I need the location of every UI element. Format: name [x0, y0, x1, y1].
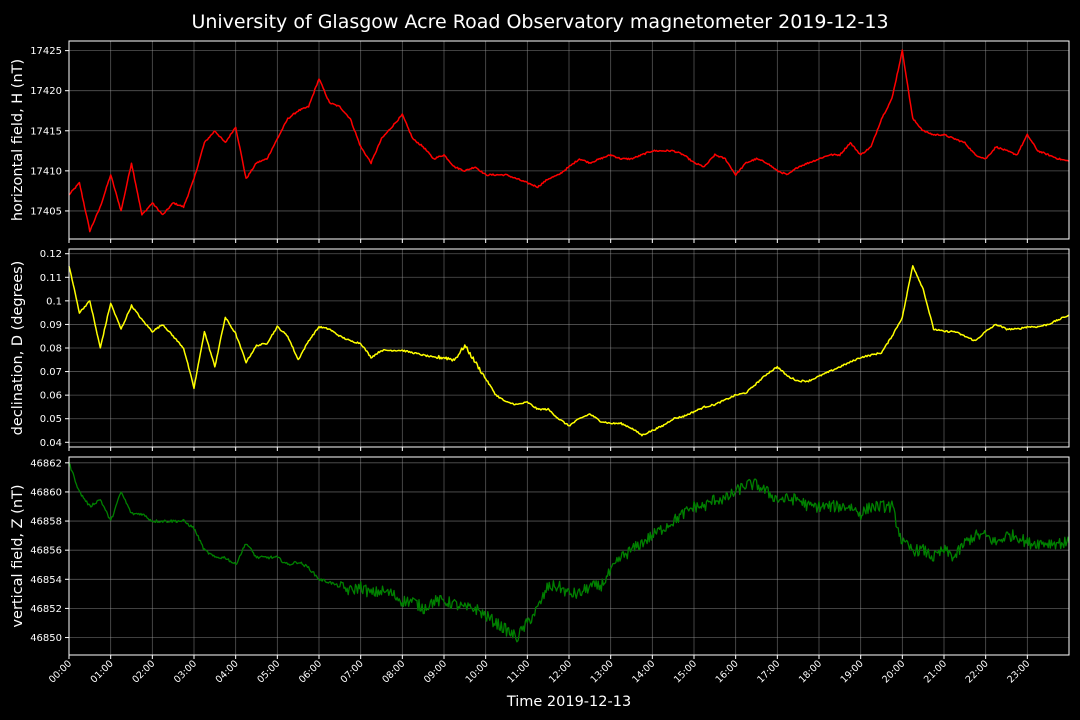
y-tick-label: 46858: [30, 517, 62, 528]
x-tick-label: 18:00: [797, 658, 824, 685]
x-tick-label: 00:00: [47, 658, 74, 685]
x-tick-label: 13:00: [589, 658, 616, 685]
y-tick-label: 0.12: [40, 249, 62, 260]
x-tick-label: 01:00: [89, 658, 116, 685]
x-tick-label: 09:00: [422, 658, 449, 685]
x-tick-label: 07:00: [339, 658, 366, 685]
y-tick-label: 17420: [30, 86, 62, 97]
x-tick-label: 11:00: [505, 658, 532, 685]
declination-series-line: [68, 265, 1070, 437]
x-tick-label: 16:00: [714, 658, 741, 685]
y-tick-label: 0.09: [40, 320, 62, 331]
chart-title: University of Glasgow Acre Road Observat…: [191, 11, 888, 33]
panel-frame: [68, 248, 1070, 448]
horizontal-field-panel: 17405 17410 17415 17420 17425 horizontal fie…: [10, 40, 1070, 243]
x-tick-label: 19:00: [839, 658, 866, 685]
x-tick-label: 14:00: [630, 658, 657, 685]
y-tick-label: 0.05: [40, 414, 62, 425]
time-axis-ticks: 00:00 01:00 02:00 03:00 04:00 05:00 06:00 07:00…: [47, 658, 1032, 685]
y-tick-label: 0.06: [40, 391, 62, 402]
panel-frame: [68, 40, 1070, 240]
x-tick-label: 03:00: [172, 658, 199, 685]
panel-frame: [68, 456, 1070, 656]
y-tick-label: 0.07: [40, 367, 62, 378]
y-tick-label: 17405: [30, 206, 62, 217]
y-tick-label: 0.08: [40, 344, 62, 355]
y-tick-label: 46862: [30, 458, 62, 469]
y-tick-label: 17425: [30, 46, 62, 57]
y-tick-label: 46850: [30, 633, 62, 644]
x-tick-label: 10:00: [464, 658, 491, 685]
declination-ylabel: declination, D (degrees): [10, 261, 26, 436]
y-tick-label: 46854: [30, 575, 62, 586]
x-tick-label: 12:00: [547, 658, 574, 685]
horizontal-field-ylabel: horizontal field, H (nT): [10, 59, 26, 221]
x-tick-label: 15:00: [672, 658, 699, 685]
x-tick-label: 02:00: [130, 658, 157, 685]
vertical-field-panel: 46850 46852 46854 46856 46858 46860 46862 vert…: [10, 456, 1070, 659]
vertical-field-ylabel: vertical field, Z (nT): [10, 484, 26, 627]
x-tick-label: 05:00: [255, 658, 282, 685]
vertical-field-series-line: [68, 462, 1070, 643]
x-tick-label: 04:00: [214, 658, 241, 685]
time-axis-label: Time 2019-12-13: [506, 694, 631, 710]
x-tick-label: 23:00: [1005, 658, 1032, 685]
horizontal-field-series-line: [68, 49, 1070, 233]
y-tick-label: 0.1: [46, 296, 62, 307]
x-tick-label: 20:00: [880, 658, 907, 685]
y-tick-label: 0.11: [40, 273, 62, 284]
x-tick-label: 06:00: [297, 658, 324, 685]
y-tick-label: 17410: [30, 166, 62, 177]
x-tick-label: 08:00: [380, 658, 407, 685]
x-tick-label: 22:00: [964, 658, 991, 685]
y-tick-label: 0.04: [40, 438, 62, 449]
y-tick-label: 17415: [30, 126, 62, 137]
x-tick-label: 21:00: [922, 658, 949, 685]
y-tick-label: 46856: [30, 546, 62, 557]
declination-panel: 0.04 0.05 0.06 0.07 0.08 0.09 0.1 0.11 0.12 decl…: [10, 248, 1070, 451]
y-tick-label: 46860: [30, 487, 62, 498]
y-tick-label: 46852: [30, 604, 62, 615]
x-tick-label: 17:00: [755, 658, 782, 685]
